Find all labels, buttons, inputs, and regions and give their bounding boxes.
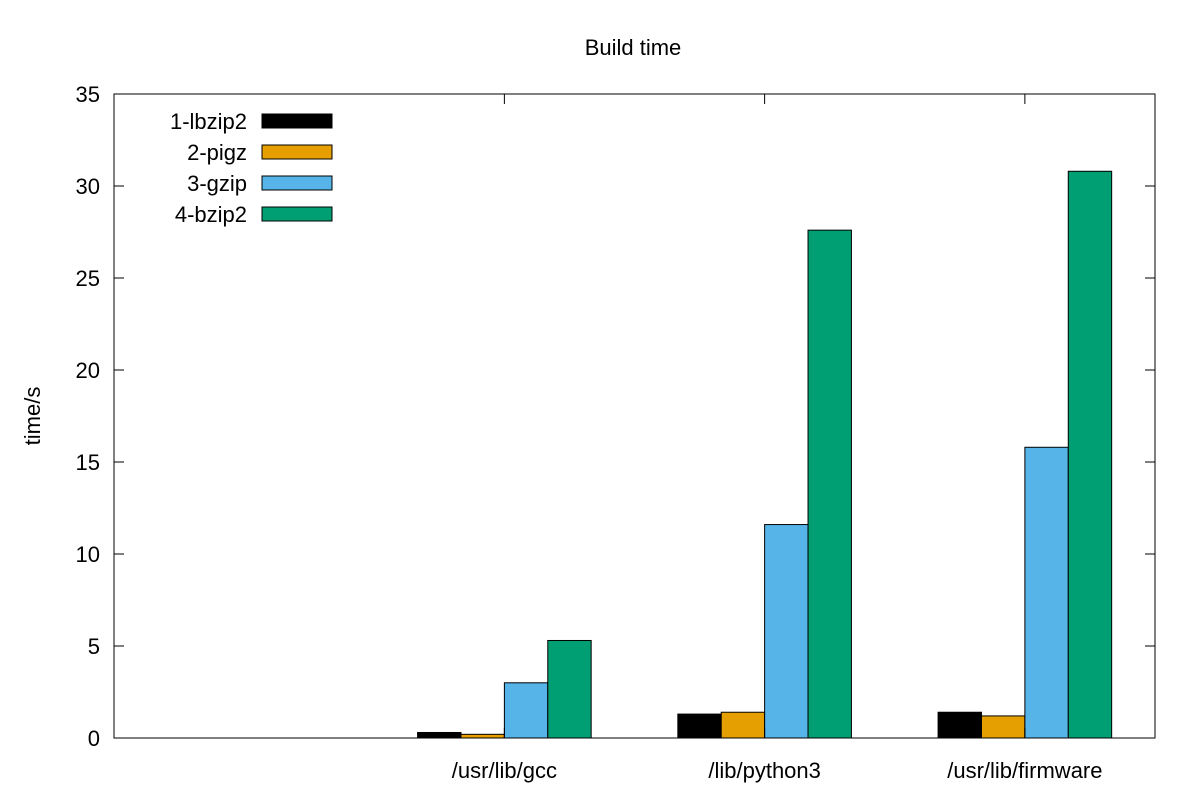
bar — [980, 715, 1026, 739]
bar — [1024, 446, 1069, 739]
y-axis-label: time/s — [20, 387, 45, 446]
legend-swatch — [261, 144, 333, 160]
bar — [417, 731, 462, 739]
y-tick-label: 0 — [88, 726, 100, 751]
legend-swatch — [261, 175, 333, 191]
bar — [720, 711, 766, 739]
legend-label: 4-bzip2 — [175, 202, 247, 227]
legend-swatch — [261, 113, 333, 129]
x-category-label: /usr/lib/firmware — [947, 758, 1102, 783]
bar — [503, 682, 549, 739]
bar — [547, 639, 592, 739]
bar — [677, 713, 722, 739]
plot-frame — [113, 93, 1156, 739]
axes-layer: 0 5 10 15 20 25 30 35/usr/lib/gcc/lib/python3/u… — [76, 82, 1156, 783]
legend: 1-lbzip2 2-pigz 3-gzip 4-bzip2 — [170, 109, 333, 227]
y-tick-label: 15 — [76, 450, 100, 475]
legend-label: 3-gzip — [187, 171, 247, 196]
y-tick-label: 25 — [76, 266, 100, 291]
y-tick-label: 35 — [76, 82, 100, 107]
legend-label: 2-pigz — [187, 140, 247, 165]
y-tick-label: 5 — [88, 634, 100, 659]
bar — [807, 229, 852, 739]
x-category-label: /usr/lib/gcc — [452, 758, 557, 783]
bar — [937, 711, 982, 739]
y-tick-label: 20 — [76, 358, 100, 383]
legend-swatch — [261, 206, 333, 222]
bars-layer — [417, 170, 1113, 739]
legend-label: 1-lbzip2 — [170, 109, 247, 134]
bar — [764, 524, 809, 739]
x-category-label: /lib/python3 — [708, 758, 821, 783]
bar — [460, 733, 505, 739]
chart-title: Build time — [585, 35, 682, 60]
bar — [1067, 170, 1113, 739]
y-tick-label: 10 — [76, 542, 100, 567]
y-tick-label: 30 — [76, 174, 100, 199]
